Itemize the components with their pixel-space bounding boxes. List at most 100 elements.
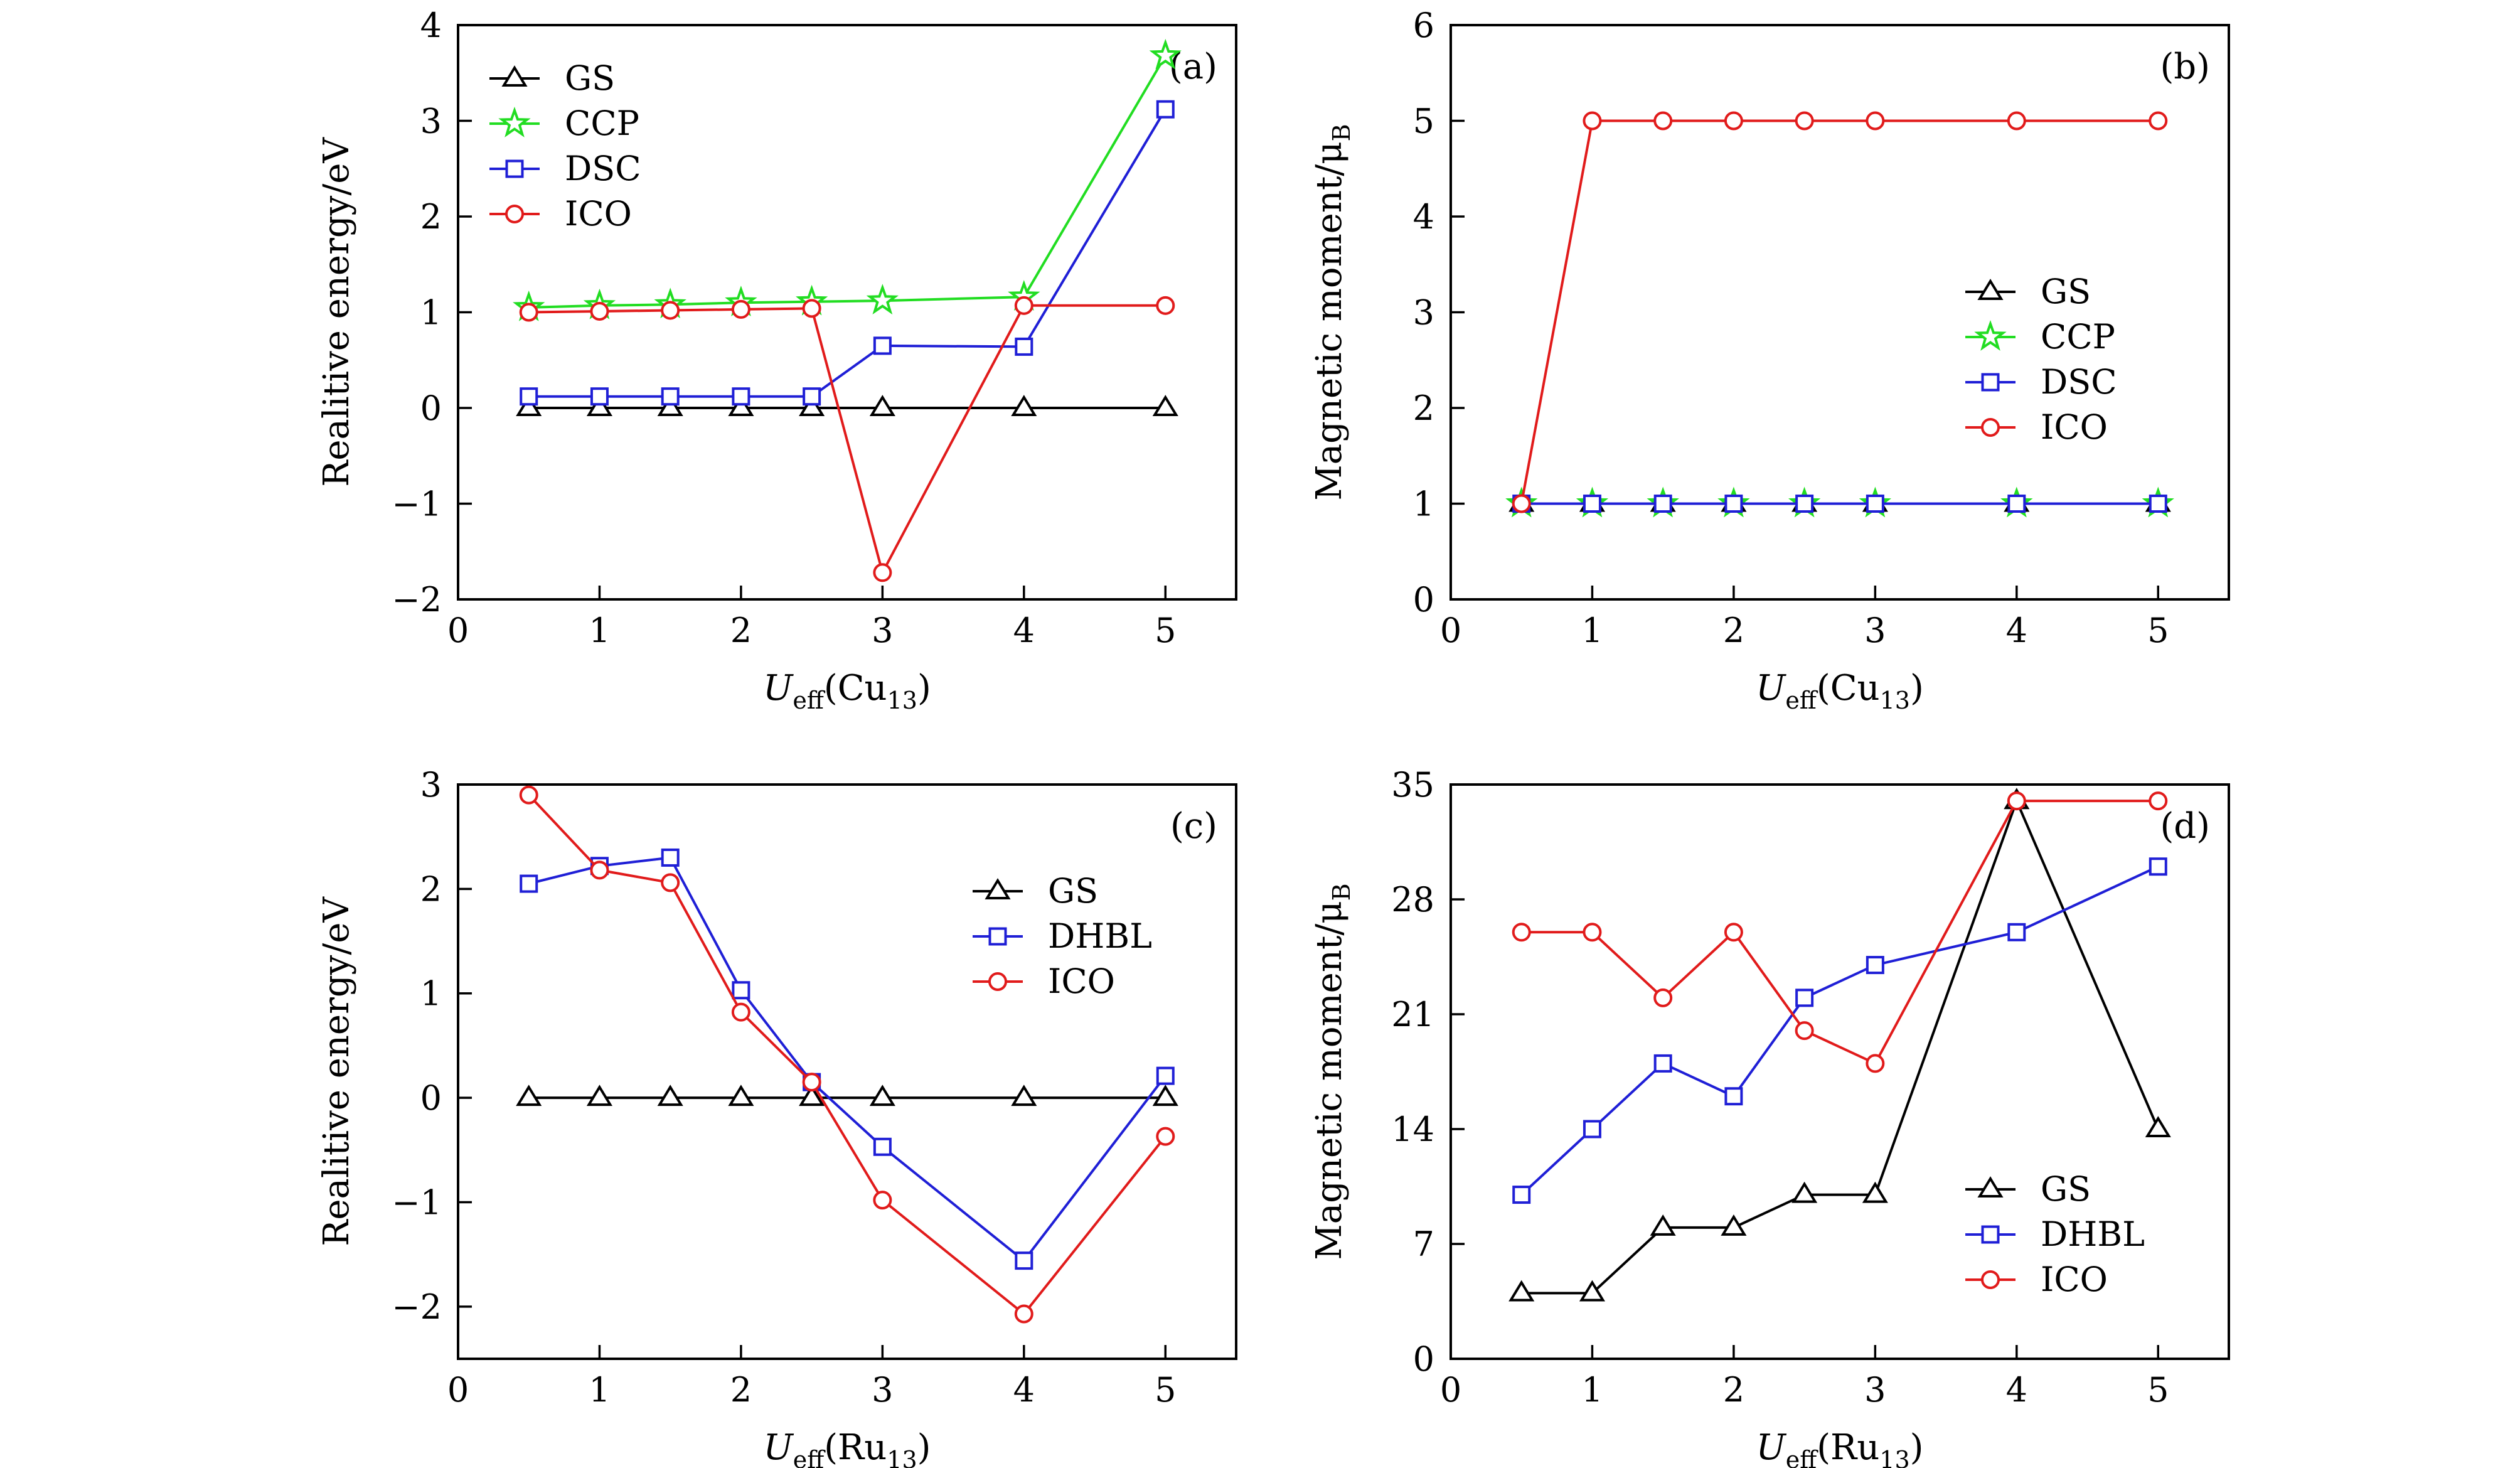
x-axis-title: Ueff​(Cu13​) bbox=[763, 668, 931, 714]
y-tick-label: 0 bbox=[1413, 580, 1434, 619]
panel-label: (c) bbox=[1170, 806, 1217, 847]
series-ico bbox=[519, 296, 1175, 582]
legend-label: GS bbox=[2041, 1169, 2091, 1209]
legend-marker bbox=[985, 878, 1011, 900]
data-point bbox=[1653, 988, 1673, 1007]
series-line bbox=[528, 109, 1167, 398]
series-line bbox=[1520, 119, 2159, 504]
y-tick-label: 1 bbox=[420, 974, 442, 1014]
data-point bbox=[519, 785, 538, 805]
data-point bbox=[732, 387, 750, 406]
panel-a: 0 1 2 3 4 5 −2 −1 0 1 2 3 4 Ueff​(Cu13​) Realitive ene… bbox=[316, 6, 1237, 714]
data-point bbox=[1156, 100, 1175, 119]
data-point bbox=[732, 981, 750, 1000]
data-point bbox=[520, 387, 538, 406]
series-dhbl bbox=[1512, 857, 2167, 1204]
x-tick-label: 5 bbox=[1155, 611, 1176, 650]
data-point bbox=[1795, 495, 1814, 513]
legend-marker bbox=[505, 205, 524, 223]
data-point bbox=[1724, 495, 1743, 513]
data-point bbox=[869, 395, 895, 417]
y-tick-label: 2 bbox=[420, 869, 442, 909]
series-line bbox=[528, 794, 1167, 1316]
panel-label: (b) bbox=[2160, 46, 2210, 87]
x-tick-label: 3 bbox=[1864, 1370, 1886, 1410]
panel-b: 0 1 2 3 4 5 0 1 2 3 4 5 6 Ueff​(Cu13​) Magnetic moment… bbox=[1309, 6, 2230, 714]
legend: GS CCP DSC ICO bbox=[489, 58, 641, 233]
data-point bbox=[1583, 1120, 1601, 1139]
legend-label: GS bbox=[1048, 871, 1098, 911]
data-point bbox=[802, 1073, 821, 1092]
data-point bbox=[1724, 1087, 1743, 1106]
data-point bbox=[1866, 111, 1885, 131]
data-point bbox=[799, 395, 825, 417]
data-point bbox=[1579, 1280, 1606, 1302]
legend-marker bbox=[505, 159, 524, 178]
data-point bbox=[2149, 791, 2168, 811]
data-point bbox=[1653, 495, 1672, 513]
data-point bbox=[1512, 1186, 1531, 1204]
x-tick-label: 0 bbox=[1440, 611, 1461, 650]
data-point bbox=[1011, 1085, 1037, 1106]
x-tick-label: 5 bbox=[2147, 611, 2169, 650]
y-axis-title: Magnetic moment/μB​ bbox=[1309, 124, 1355, 500]
y-tick-label: 2 bbox=[420, 197, 442, 237]
series-line bbox=[528, 856, 1167, 1263]
legend-label: ICO bbox=[565, 194, 632, 233]
data-point bbox=[516, 395, 542, 417]
y-tick-label: −2 bbox=[392, 1287, 442, 1327]
data-point bbox=[1583, 923, 1602, 942]
legend-marker bbox=[1977, 1176, 2004, 1198]
legend-label: GS bbox=[2041, 272, 2091, 311]
series-ico bbox=[1512, 111, 2168, 513]
data-point bbox=[869, 1085, 895, 1106]
series-line bbox=[1521, 797, 2160, 1295]
data-point bbox=[1795, 988, 1814, 1007]
legend-label: DSC bbox=[565, 149, 641, 188]
legend-label: ICO bbox=[1048, 962, 1115, 1001]
data-point bbox=[1149, 38, 1182, 70]
legend-label: CCP bbox=[565, 104, 639, 143]
data-point bbox=[657, 395, 683, 417]
data-point bbox=[1583, 111, 1602, 131]
y-tick-label: 14 bbox=[1391, 1110, 1434, 1149]
x-tick-label: 2 bbox=[1723, 611, 1744, 650]
data-point bbox=[1866, 1054, 1885, 1073]
data-point bbox=[1512, 494, 1531, 513]
series-ico bbox=[1512, 791, 2168, 1073]
legend-marker bbox=[1974, 320, 2007, 351]
data-point bbox=[1795, 111, 1814, 131]
legend-marker bbox=[498, 107, 531, 137]
data-point bbox=[731, 299, 750, 319]
x-tick-label: 4 bbox=[1013, 1370, 1035, 1410]
legend-marker bbox=[1981, 1270, 2000, 1289]
data-point bbox=[1152, 395, 1178, 417]
plot-frame bbox=[1450, 24, 2230, 601]
legend-label: ICO bbox=[2041, 1260, 2108, 1299]
legend-label: ICO bbox=[2041, 407, 2108, 447]
x-tick-label: 1 bbox=[589, 611, 610, 650]
legend-marker bbox=[1981, 1225, 2000, 1244]
y-tick-label: 2 bbox=[1413, 388, 1434, 428]
y-tick-label: 35 bbox=[1391, 765, 1434, 805]
y-tick-label: 5 bbox=[1413, 102, 1434, 141]
data-point bbox=[1866, 495, 1884, 513]
legend-label: DHBL bbox=[1048, 916, 1152, 956]
series-line bbox=[528, 55, 1167, 309]
data-point bbox=[873, 1191, 892, 1210]
y-axis-title: Realitive energy/eV bbox=[316, 896, 357, 1246]
y-tick-label: 0 bbox=[420, 1078, 442, 1118]
data-point bbox=[1015, 1251, 1033, 1270]
x-tick-label: 1 bbox=[1581, 611, 1603, 650]
y-tick-label: 0 bbox=[1413, 1339, 1434, 1379]
data-point bbox=[519, 303, 538, 322]
series-gs bbox=[516, 1085, 1178, 1106]
x-tick-label: 4 bbox=[1013, 611, 1035, 650]
data-point bbox=[803, 387, 821, 406]
series-line bbox=[1521, 800, 2159, 1066]
x-tick-label: 2 bbox=[1723, 1370, 1744, 1410]
series-gs bbox=[1508, 490, 2171, 512]
y-tick-label: 4 bbox=[1413, 197, 1434, 237]
legend-label: GS bbox=[565, 58, 615, 98]
data-point bbox=[1512, 923, 1531, 942]
